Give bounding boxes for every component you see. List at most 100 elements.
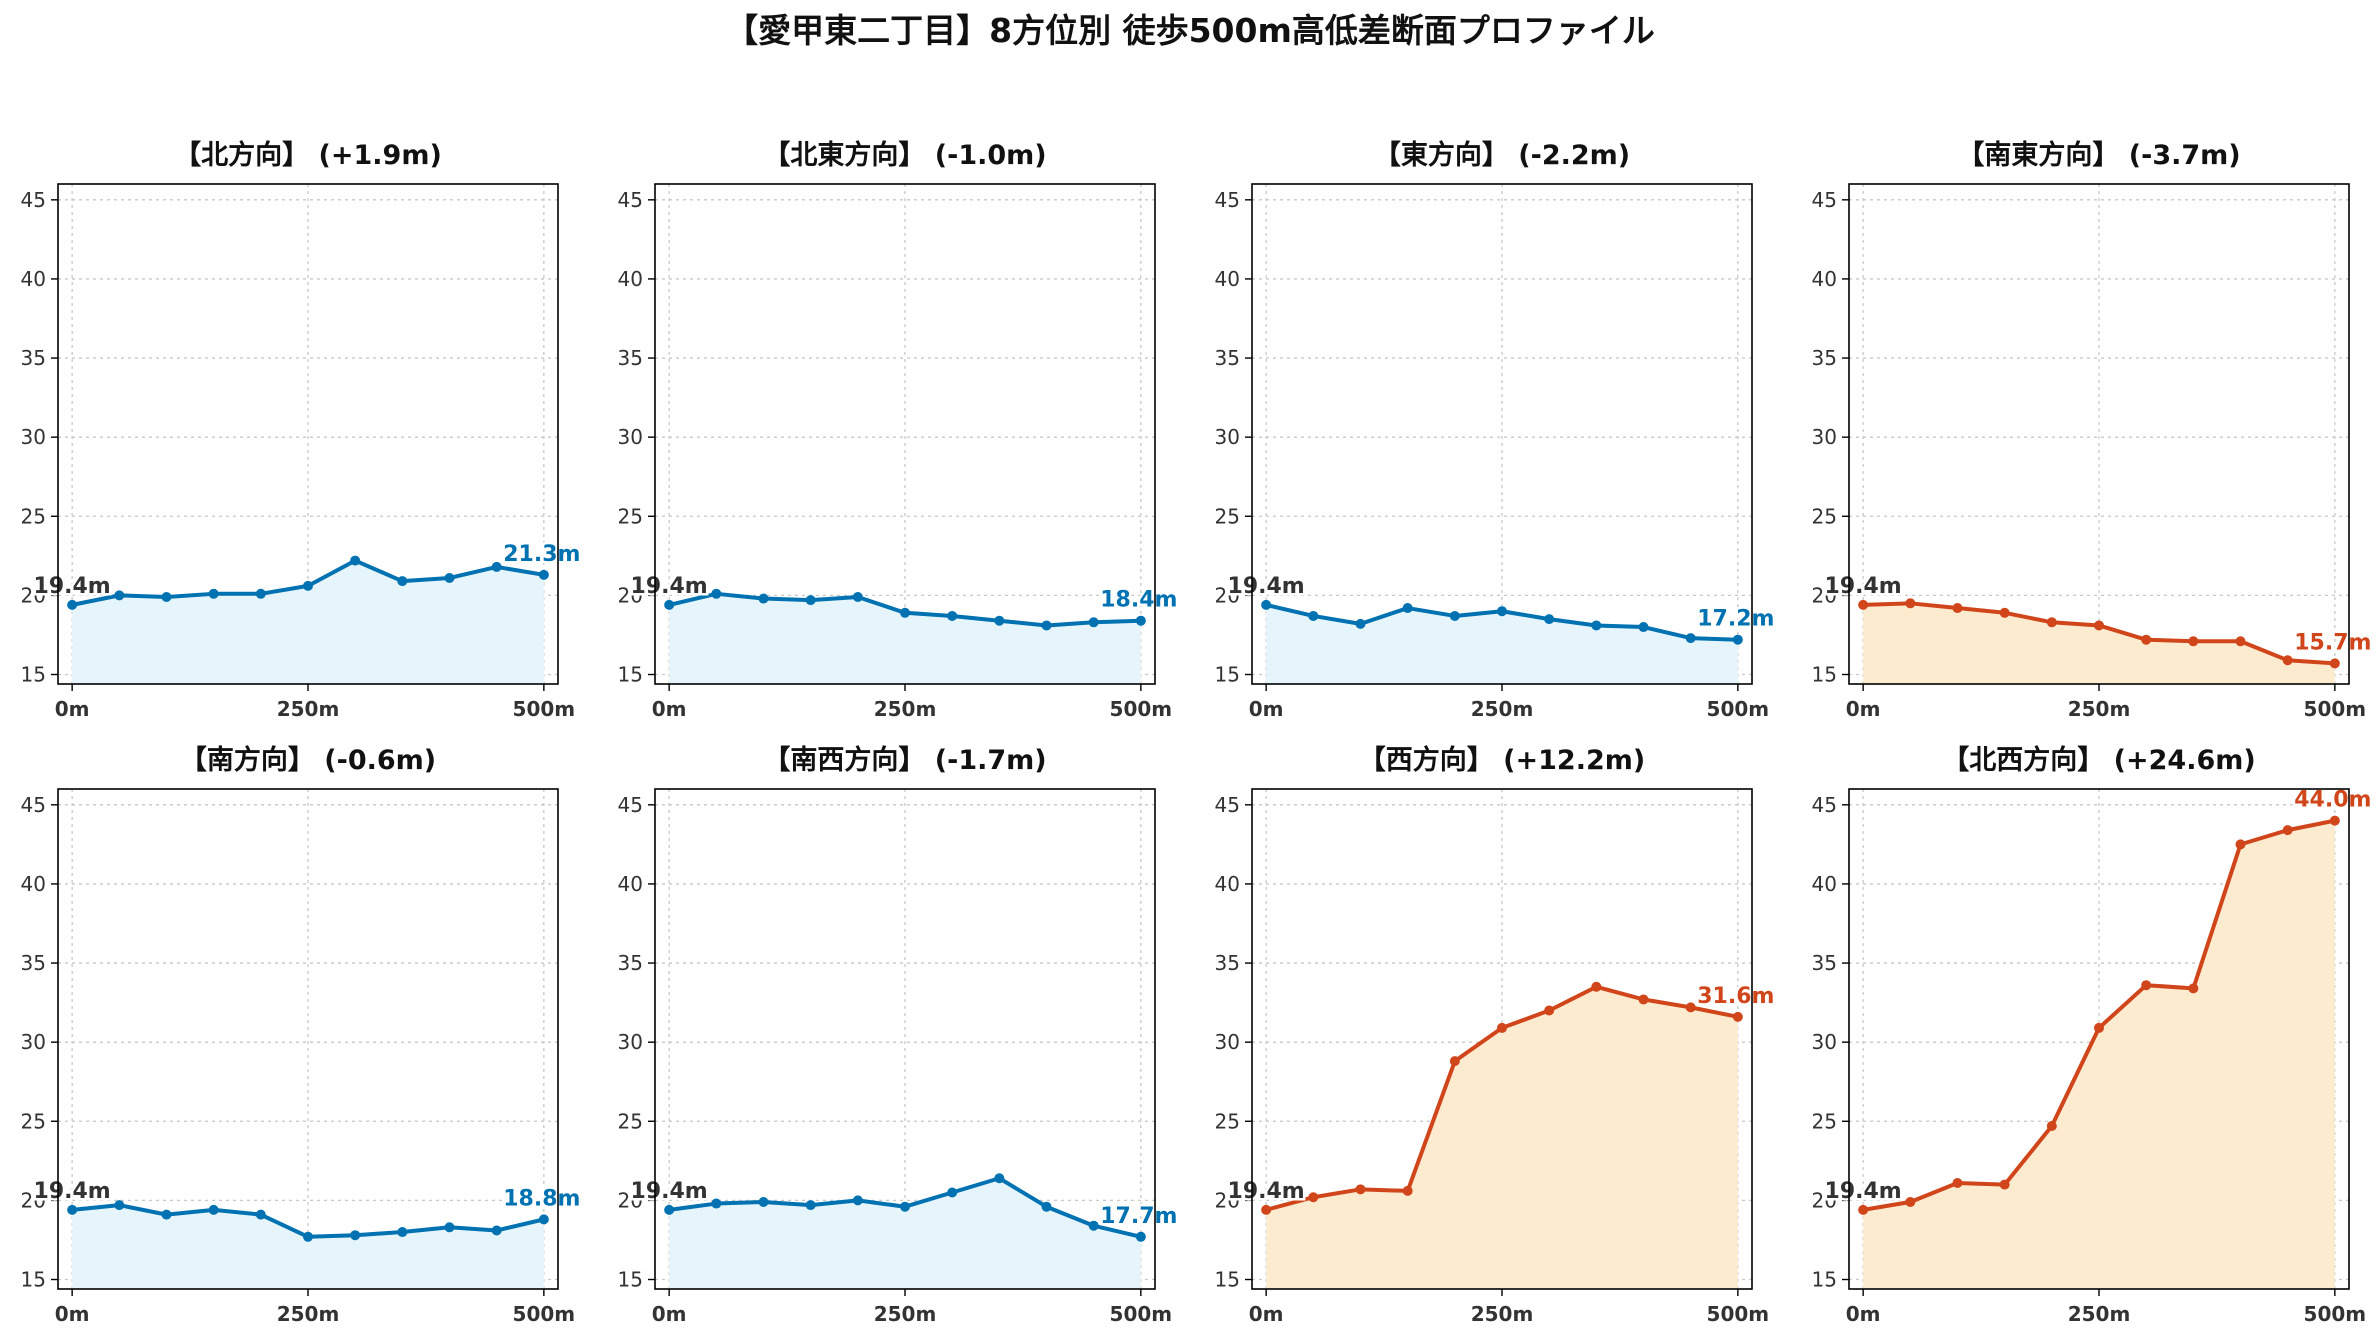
y-tick-label: 15 — [21, 663, 46, 687]
start-value-label: 19.4m — [34, 1179, 111, 1204]
data-point — [208, 588, 219, 599]
data-point — [994, 615, 1005, 626]
x-tick-label: 0m — [1249, 697, 1284, 721]
end-value-label: 18.4m — [1100, 588, 1177, 613]
y-tick-label: 35 — [21, 951, 46, 975]
data-point — [2141, 980, 2152, 991]
y-tick-label: 15 — [1812, 1268, 1837, 1292]
panel-2: 【東方向】 (-2.2m) 15 20 25 30 35 40 45 0m 250m 500m 19.… — [1215, 139, 1777, 721]
y-tick-label: 20 — [1215, 1188, 1240, 1212]
end-value-label: 17.7m — [1100, 1204, 1177, 1229]
data-point — [2235, 636, 2246, 647]
x-tick-label: 0m — [1249, 1302, 1284, 1326]
data-point — [255, 588, 266, 599]
y-tick-label: 45 — [21, 793, 46, 817]
y-tick-label: 30 — [618, 1030, 643, 1054]
axes-frame — [57, 183, 559, 685]
axes-frame — [654, 183, 1156, 685]
series-area — [1266, 604, 1738, 684]
data-point — [1088, 1220, 1099, 1231]
start-value-label: 19.4m — [631, 574, 708, 599]
panel-3: 【南東方向】 (-3.7m) 15 20 25 30 35 40 45 0m 250m 500m 19… — [1812, 139, 2374, 721]
x-tick-label: 0m — [652, 1302, 687, 1326]
data-point — [664, 1204, 675, 1215]
y-tick-label: 15 — [1215, 1268, 1240, 1292]
data-point — [1402, 1185, 1413, 1196]
data-point — [1952, 1177, 1963, 1188]
panel-title: 【南東方向】 (-3.7m) — [1957, 139, 2240, 171]
panel-7: 【北西方向】 (+24.6m) 15 20 25 30 35 40 45 0m 250m 500m 1… — [1812, 744, 2374, 1326]
data-point — [1905, 598, 1916, 609]
start-value-label: 19.4m — [631, 1179, 708, 1204]
start-value-label: 19.4m — [1825, 1179, 1902, 1204]
y-tick-label: 35 — [1215, 346, 1240, 370]
y-tick-label: 15 — [618, 663, 643, 687]
y-tick-label: 30 — [618, 425, 643, 449]
panel-title: 【南西方向】 (-1.7m) — [763, 744, 1046, 776]
x-tick-label: 500m — [1707, 1302, 1770, 1326]
x-tick-label: 0m — [1846, 697, 1881, 721]
y-tick-label: 45 — [1812, 188, 1837, 212]
end-value-label: 21.3m — [503, 542, 580, 567]
data-point — [1591, 620, 1602, 631]
data-point — [2282, 655, 2293, 666]
x-tick-label: 500m — [2304, 697, 2367, 721]
x-tick-label: 250m — [874, 1302, 937, 1326]
series-area — [1266, 986, 1738, 1289]
panel-5: 【南西方向】 (-1.7m) 15 20 25 30 35 40 45 0m 250m 500m 19… — [618, 744, 1180, 1326]
data-point — [350, 1230, 361, 1241]
data-point — [1999, 607, 2010, 618]
series-area — [669, 593, 1141, 684]
data-point — [1497, 1022, 1507, 1033]
y-tick-label: 30 — [1215, 425, 1240, 449]
panel-4: 【南方向】 (-0.6m) 15 20 25 30 35 40 45 0m 250m 500m 19.… — [21, 744, 583, 1326]
x-tick-label: 0m — [652, 697, 687, 721]
data-point — [2188, 983, 2199, 994]
data-point — [2046, 1121, 2057, 1132]
data-point — [2046, 617, 2057, 628]
panel-title: 【北西方向】 (+24.6m) — [1942, 744, 2255, 776]
data-point — [805, 595, 816, 606]
x-tick-label: 500m — [1110, 697, 1173, 721]
data-point — [1261, 1204, 1272, 1215]
data-point — [1685, 633, 1696, 644]
start-value-label: 19.4m — [34, 574, 111, 599]
x-tick-label: 250m — [1471, 697, 1534, 721]
y-tick-label: 25 — [618, 1109, 643, 1133]
data-point — [491, 1225, 502, 1236]
series-area — [72, 1205, 544, 1289]
end-value-label: 15.7m — [2294, 630, 2371, 655]
y-tick-label: 15 — [21, 1268, 46, 1292]
data-point — [114, 1200, 125, 1211]
data-point — [2235, 839, 2246, 850]
data-point — [947, 610, 958, 621]
y-tick-label: 20 — [618, 583, 643, 607]
x-tick-label: 500m — [513, 1302, 576, 1326]
data-point — [2282, 825, 2293, 836]
data-point — [114, 590, 125, 601]
x-tick-label: 0m — [1846, 1302, 1881, 1326]
data-point — [805, 1200, 816, 1211]
data-point — [538, 569, 549, 580]
panel-6: 【西方向】 (+12.2m) 15 20 25 30 35 40 45 0m 250m 500m 19… — [1215, 744, 1777, 1326]
axes-frame — [654, 788, 1156, 1290]
panel-title: 【南方向】 (-0.6m) — [180, 744, 436, 776]
data-point — [1952, 603, 1963, 614]
y-tick-label: 15 — [1215, 663, 1240, 687]
data-point — [711, 1198, 722, 1209]
y-tick-label: 25 — [1215, 1109, 1240, 1133]
data-point — [2094, 1022, 2104, 1033]
data-point — [852, 591, 863, 602]
data-point — [1041, 1201, 1052, 1212]
data-point — [350, 555, 361, 566]
y-tick-label: 45 — [1812, 793, 1837, 817]
data-point — [1402, 603, 1413, 614]
data-point — [397, 576, 408, 587]
data-point — [1638, 994, 1649, 1005]
data-point — [1858, 1204, 1869, 1215]
data-point — [758, 1196, 769, 1207]
data-point — [1905, 1196, 1916, 1207]
axes-frame — [57, 788, 559, 1290]
